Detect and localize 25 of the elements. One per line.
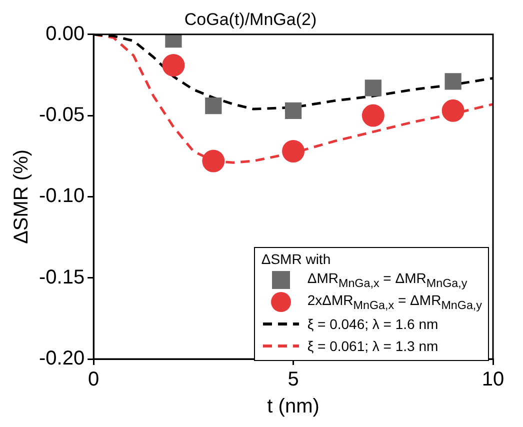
legend-label: 2xΔMR$_{MnGa,x}$ = ΔMR$_{MnGa,y}$	[307, 292, 482, 312]
x-tick-label: 0	[88, 368, 100, 391]
point	[284, 102, 302, 119]
y-tick-label: 0.00	[46, 22, 85, 45]
legend-label: ξ = 0.061; λ = 1.3 nm	[307, 338, 438, 354]
point	[205, 97, 222, 114]
y-tick-label: -0.05	[38, 104, 85, 126]
x-tick-label: 10	[482, 368, 504, 391]
legend-label: ΔMR$_{MnGa,x}$ = ΔMR$_{MnGa,y}$	[307, 270, 468, 290]
point	[162, 54, 185, 76]
point	[442, 99, 464, 122]
point	[202, 150, 225, 172]
y-tick-label: -0.10	[38, 185, 85, 208]
point	[362, 104, 384, 127]
x-axis-title: t (nm)	[267, 396, 320, 418]
x-tick-label: 5	[288, 368, 299, 391]
point	[282, 140, 305, 163]
point	[444, 73, 462, 90]
y-axis-title: ΔSMR (%)	[10, 149, 33, 244]
y-tick-label: -0.20	[38, 348, 85, 370]
legend-label: ξ = 0.046; λ = 1.6 nm	[307, 316, 438, 332]
chart-title: CoGa(t)/MnGa(2)	[184, 10, 317, 29]
y-tick-label: -0.15	[38, 266, 85, 288]
legend-title: ΔSMR with	[261, 251, 332, 267]
point	[364, 80, 382, 96]
